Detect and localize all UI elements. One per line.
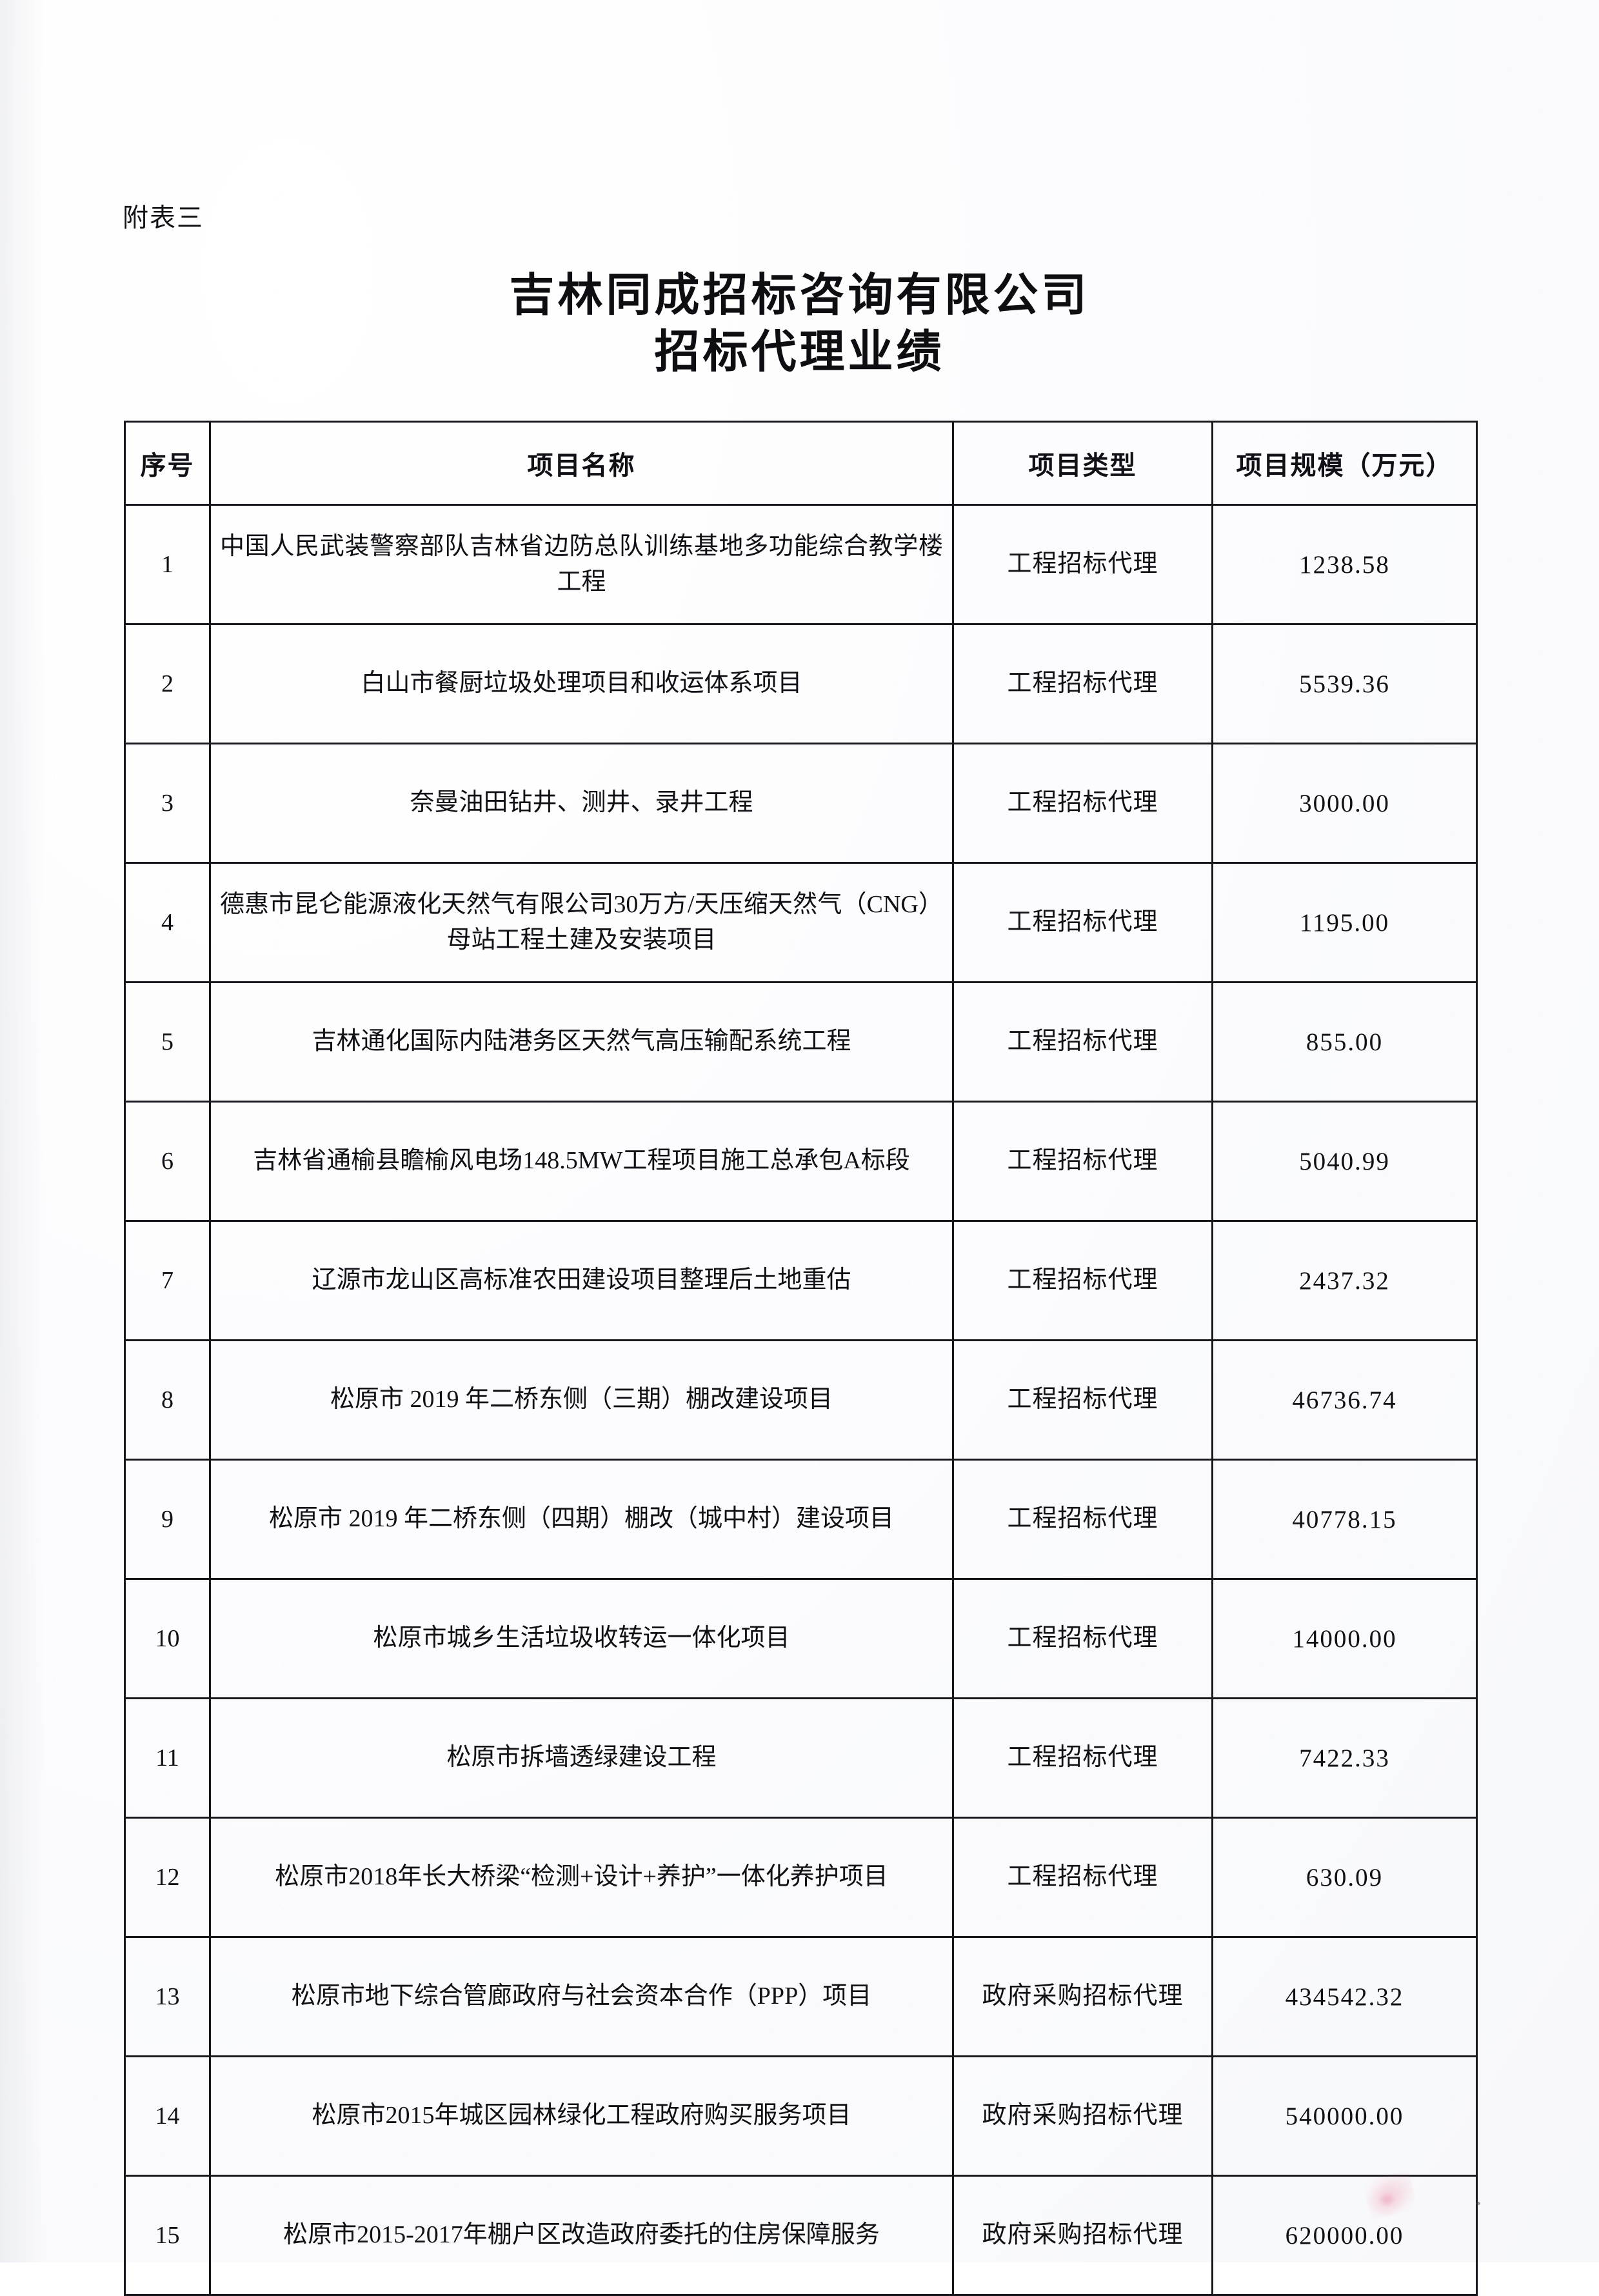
cell-project-scale: 14000.00: [1211, 1578, 1478, 1699]
table-row: 6 吉林省通榆县瞻榆风电场148.5MW工程项目施工总承包A标段 工程招标代理 …: [124, 1101, 1478, 1222]
cell-index: 13: [124, 1936, 211, 2057]
cell-project-type: 工程招标代理: [952, 1697, 1213, 1819]
table-row: 12 松原市2018年长大桥梁“检测+设计+养护”一体化养护项目 工程招标代理 …: [124, 1817, 1478, 1938]
cell-project-type: 工程招标代理: [952, 1817, 1213, 1938]
table-row: 4 德惠市昆仑能源液化天然气有限公司30万方/天压缩天然气（CNG）母站工程土建…: [124, 862, 1478, 983]
cell-project-type: 工程招标代理: [952, 1459, 1213, 1580]
table-body: 1 中国人民武装警察部队吉林省边防总队训练基地多功能综合教学楼工程 工程招标代理…: [124, 504, 1478, 2296]
cell-index: 11: [124, 1697, 211, 1819]
table-row: 8 松原市 2019 年二桥东侧（三期）棚改建设项目 工程招标代理 46736.…: [124, 1339, 1478, 1461]
cell-project-name: 吉林省通榆县瞻榆风电场148.5MW工程项目施工总承包A标段: [209, 1101, 954, 1222]
cell-project-scale: 855.00: [1211, 981, 1478, 1103]
cell-index: 1: [124, 504, 211, 625]
table-row: 7 辽源市龙山区高标准农田建设项目整理后土地重估 工程招标代理 2437.32: [124, 1220, 1478, 1341]
table-row: 3 奈曼油田钻井、测井、录井工程 工程招标代理 3000.00: [124, 743, 1478, 864]
cell-project-name: 松原市2018年长大桥梁“检测+设计+养护”一体化养护项目: [209, 1817, 954, 1938]
title-subject: 招标代理业绩: [654, 328, 945, 378]
title-company-name: 吉林同成招标咨询有限公司: [509, 271, 1090, 321]
cell-project-type: 政府采购招标代理: [952, 2055, 1213, 2177]
cell-project-type: 工程招标代理: [952, 1220, 1213, 1341]
cell-project-type: 工程招标代理: [952, 504, 1213, 625]
table-row: 9 松原市 2019 年二桥东侧（四期）棚改（城中村）建设项目 工程招标代理 4…: [124, 1459, 1478, 1580]
cell-project-scale: 1238.58: [1211, 504, 1478, 625]
table-row: 13 松原市地下综合管廊政府与社会资本合作（PPP）项目 政府采购招标代理 43…: [124, 1936, 1478, 2057]
table-row: 15 松原市2015-2017年棚户区改造政府委托的住房保障服务 政府采购招标代…: [124, 2175, 1478, 2296]
table-header-row: 序号 项目名称 项目类型 项目规模（万元）: [124, 421, 1478, 506]
cell-index: 14: [124, 2055, 211, 2177]
cell-project-type: 工程招标代理: [952, 623, 1213, 744]
cell-project-scale: 40778.15: [1211, 1459, 1478, 1580]
cell-project-scale: 5539.36: [1211, 623, 1478, 744]
cell-project-type: 工程招标代理: [952, 1578, 1213, 1699]
cell-project-name: 奈曼油田钻井、测井、录井工程: [209, 743, 954, 864]
cell-index: 5: [124, 981, 211, 1103]
cell-project-scale: 620000.00: [1211, 2175, 1478, 2296]
cell-index: 3: [124, 743, 211, 864]
cell-project-name: 松原市地下综合管廊政府与社会资本合作（PPP）项目: [209, 1936, 954, 2057]
cell-project-name: 辽源市龙山区高标准农田建设项目整理后土地重估: [209, 1220, 954, 1341]
cell-project-scale: 3000.00: [1211, 743, 1478, 864]
header-index: 序号: [124, 421, 211, 506]
cell-project-name: 松原市拆墙透绿建设工程: [209, 1697, 954, 1819]
document-title: 吉林同成招标咨询有限公司 招标代理业绩: [0, 268, 1599, 381]
cell-project-scale: 630.09: [1211, 1817, 1478, 1938]
cell-project-name: 白山市餐厨垃圾处理项目和收运体系项目: [209, 623, 954, 744]
cell-project-scale: 2437.32: [1211, 1220, 1478, 1341]
table-row: 2 白山市餐厨垃圾处理项目和收运体系项目 工程招标代理 5539.36: [124, 623, 1478, 744]
attachment-label: 附表三: [123, 203, 204, 232]
cell-project-name: 松原市2015年城区园林绿化工程政府购买服务项目: [209, 2055, 954, 2177]
cell-project-name: 德惠市昆仑能源液化天然气有限公司30万方/天压缩天然气（CNG）母站工程土建及安…: [209, 862, 954, 983]
cell-project-scale: 46736.74: [1211, 1339, 1478, 1461]
performance-table-wrapper: 序号 项目名称 项目类型 项目规模（万元） 1 中国人民武装警察部队吉林省边防总…: [124, 421, 1478, 2296]
cell-index: 7: [124, 1220, 211, 1341]
cell-project-scale: 434542.32: [1211, 1936, 1478, 2057]
cell-project-type: 工程招标代理: [952, 743, 1213, 864]
cell-index: 9: [124, 1459, 211, 1580]
header-project-name: 项目名称: [209, 421, 954, 506]
cell-project-type: 工程招标代理: [952, 981, 1213, 1103]
cell-project-scale: 7422.33: [1211, 1697, 1478, 1819]
cell-project-name: 松原市 2019 年二桥东侧（四期）棚改（城中村）建设项目: [209, 1459, 954, 1580]
table-row: 14 松原市2015年城区园林绿化工程政府购买服务项目 政府采购招标代理 540…: [124, 2055, 1478, 2177]
cell-project-scale: 540000.00: [1211, 2055, 1478, 2177]
table-row: 1 中国人民武装警察部队吉林省边防总队训练基地多功能综合教学楼工程 工程招标代理…: [124, 504, 1478, 625]
cell-project-type: 政府采购招标代理: [952, 2175, 1213, 2296]
cell-index: 4: [124, 862, 211, 983]
header-project-scale: 项目规模（万元）: [1211, 421, 1478, 506]
cell-index: 12: [124, 1817, 211, 1938]
cell-index: 15: [124, 2175, 211, 2296]
cell-project-name: 松原市2015-2017年棚户区改造政府委托的住房保障服务: [209, 2175, 954, 2296]
cell-project-type: 工程招标代理: [952, 1101, 1213, 1222]
table-row: 11 松原市拆墙透绿建设工程 工程招标代理 7422.33: [124, 1697, 1478, 1819]
header-project-type: 项目类型: [952, 421, 1213, 506]
table-row: 5 吉林通化国际内陆港务区天然气高压输配系统工程 工程招标代理 855.00: [124, 981, 1478, 1103]
cell-project-type: 工程招标代理: [952, 1339, 1213, 1461]
cell-project-name: 中国人民武装警察部队吉林省边防总队训练基地多功能综合教学楼工程: [209, 504, 954, 625]
cell-project-scale: 1195.00: [1211, 862, 1478, 983]
cell-index: 10: [124, 1578, 211, 1699]
cell-project-type: 工程招标代理: [952, 862, 1213, 983]
cell-project-name: 吉林通化国际内陆港务区天然气高压输配系统工程: [209, 981, 954, 1103]
cell-project-scale: 5040.99: [1211, 1101, 1478, 1222]
cell-index: 6: [124, 1101, 211, 1222]
cell-project-type: 政府采购招标代理: [952, 1936, 1213, 2057]
cell-project-name: 松原市 2019 年二桥东侧（三期）棚改建设项目: [209, 1339, 954, 1461]
table-row: 10 松原市城乡生活垃圾收转运一体化项目 工程招标代理 14000.00: [124, 1578, 1478, 1699]
cell-index: 8: [124, 1339, 211, 1461]
cell-project-name: 松原市城乡生活垃圾收转运一体化项目: [209, 1578, 954, 1699]
cell-index: 2: [124, 623, 211, 744]
bidding-agency-performance-table: 序号 项目名称 项目类型 项目规模（万元） 1 中国人民武装警察部队吉林省边防总…: [124, 421, 1478, 2296]
